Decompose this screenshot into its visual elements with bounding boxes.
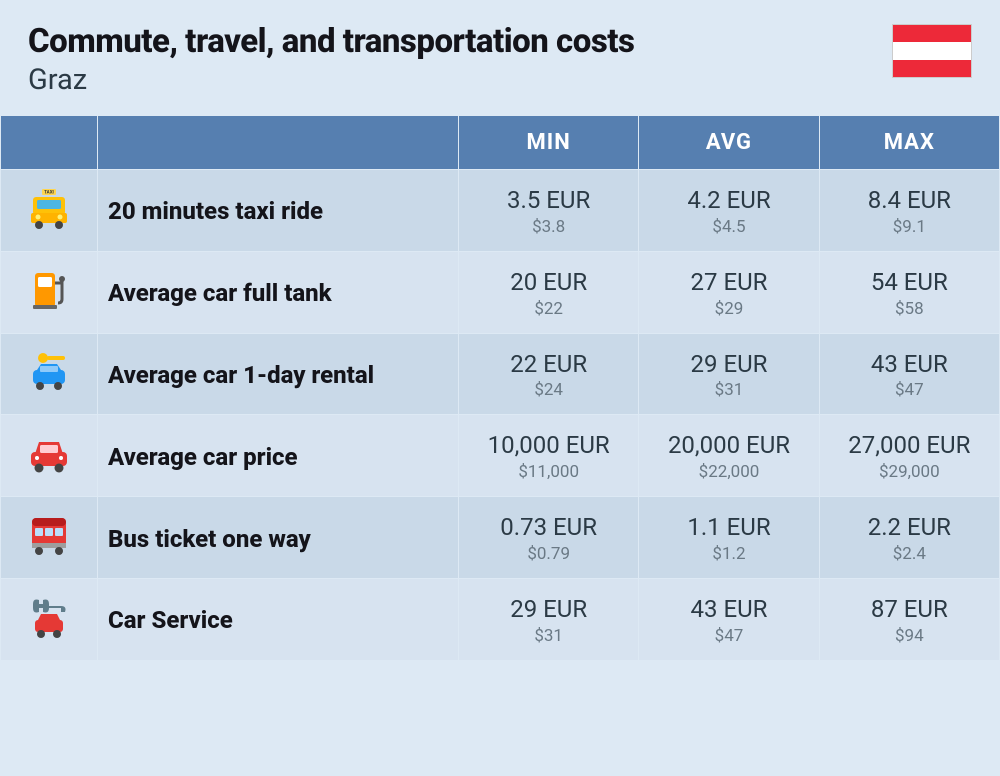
value-eur: 43 EUR — [826, 350, 993, 379]
row-label: Average car full tank — [98, 252, 458, 333]
austria-flag-icon — [892, 24, 972, 78]
cell-max: 54 EUR$58 — [820, 252, 999, 333]
cell-avg: 20,000 EUR$22,000 — [639, 415, 818, 496]
table-header-row: MIN AVG MAX — [1, 116, 999, 169]
value-eur: 54 EUR — [826, 268, 993, 297]
table-row: Car Service 29 EUR$31 43 EUR$47 87 EUR$9… — [1, 579, 999, 660]
table-row: Average car full tank 20 EUR$22 27 EUR$2… — [1, 252, 999, 333]
value-usd: $4.5 — [645, 217, 812, 237]
value-usd: $94 — [826, 626, 993, 646]
cell-avg: 1.1 EUR$1.2 — [639, 497, 818, 578]
cell-avg: 27 EUR$29 — [639, 252, 818, 333]
value-eur: 29 EUR — [465, 595, 632, 624]
col-max: MAX — [820, 116, 999, 169]
value-eur: 29 EUR — [645, 350, 812, 379]
value-usd: $47 — [645, 626, 812, 646]
value-usd: $2.4 — [826, 544, 993, 564]
cell-max: 87 EUR$94 — [820, 579, 999, 660]
col-icon — [1, 116, 97, 169]
car-service-icon — [1, 579, 97, 660]
header: Commute, travel, and transportation cost… — [0, 0, 1000, 115]
value-eur: 2.2 EUR — [826, 513, 993, 542]
cell-min: 10,000 EUR$11,000 — [459, 415, 638, 496]
car-price-icon — [1, 415, 97, 496]
value-usd: $22,000 — [645, 462, 812, 482]
cell-min: 22 EUR$24 — [459, 334, 638, 415]
value-eur: 3.5 EUR — [465, 186, 632, 215]
value-usd: $11,000 — [465, 462, 632, 482]
value-usd: $0.79 — [465, 544, 632, 564]
cell-min: 20 EUR$22 — [459, 252, 638, 333]
value-usd: $29,000 — [826, 462, 993, 482]
row-label: Car Service — [98, 579, 458, 660]
car-rental-icon — [1, 334, 97, 415]
value-usd: $47 — [826, 380, 993, 400]
value-usd: $29 — [645, 299, 812, 319]
row-label: Bus ticket one way — [98, 497, 458, 578]
value-eur: 20 EUR — [465, 268, 632, 297]
cell-max: 2.2 EUR$2.4 — [820, 497, 999, 578]
value-eur: 27 EUR — [645, 268, 812, 297]
page-subtitle: Graz — [28, 63, 634, 97]
value-eur: 0.73 EUR — [465, 513, 632, 542]
value-eur: 27,000 EUR — [826, 431, 993, 460]
cell-avg: 29 EUR$31 — [639, 334, 818, 415]
value-eur: 8.4 EUR — [826, 186, 993, 215]
row-label: 20 minutes taxi ride — [98, 170, 458, 251]
table-row: Bus ticket one way 0.73 EUR$0.79 1.1 EUR… — [1, 497, 999, 578]
value-usd: $31 — [645, 380, 812, 400]
table-row: Average car 1-day rental 22 EUR$24 29 EU… — [1, 334, 999, 415]
value-usd: $22 — [465, 299, 632, 319]
value-usd: $31 — [465, 626, 632, 646]
cell-max: 43 EUR$47 — [820, 334, 999, 415]
cell-min: 0.73 EUR$0.79 — [459, 497, 638, 578]
value-usd: $24 — [465, 380, 632, 400]
row-label: Average car 1-day rental — [98, 334, 458, 415]
value-eur: 43 EUR — [645, 595, 812, 624]
cell-min: 3.5 EUR$3.8 — [459, 170, 638, 251]
value-usd: $3.8 — [465, 217, 632, 237]
value-eur: 22 EUR — [465, 350, 632, 379]
taxi-icon: TAXI — [1, 170, 97, 251]
cell-max: 8.4 EUR$9.1 — [820, 170, 999, 251]
table-row: TAXI 20 minutes taxi ride 3.5 EUR$3.8 4.… — [1, 170, 999, 251]
row-label: Average car price — [98, 415, 458, 496]
table-row: Average car price 10,000 EUR$11,000 20,0… — [1, 415, 999, 496]
col-item — [98, 116, 458, 169]
value-eur: 4.2 EUR — [645, 186, 812, 215]
value-eur: 1.1 EUR — [645, 513, 812, 542]
fuel-pump-icon — [1, 252, 97, 333]
bus-icon — [1, 497, 97, 578]
value-usd: $9.1 — [826, 217, 993, 237]
cell-avg: 4.2 EUR$4.5 — [639, 170, 818, 251]
value-usd: $1.2 — [645, 544, 812, 564]
header-text: Commute, travel, and transportation cost… — [28, 22, 634, 97]
cell-max: 27,000 EUR$29,000 — [820, 415, 999, 496]
value-eur: 10,000 EUR — [465, 431, 632, 460]
value-eur: 20,000 EUR — [645, 431, 812, 460]
col-avg: AVG — [639, 116, 818, 169]
page-title: Commute, travel, and transportation cost… — [28, 22, 634, 61]
svg-text:TAXI: TAXI — [44, 189, 54, 195]
cell-avg: 43 EUR$47 — [639, 579, 818, 660]
col-min: MIN — [459, 116, 638, 169]
value-usd: $58 — [826, 299, 993, 319]
cost-table: MIN AVG MAX TAXI 20 minutes taxi ride 3.… — [0, 115, 1000, 661]
cell-min: 29 EUR$31 — [459, 579, 638, 660]
value-eur: 87 EUR — [826, 595, 993, 624]
